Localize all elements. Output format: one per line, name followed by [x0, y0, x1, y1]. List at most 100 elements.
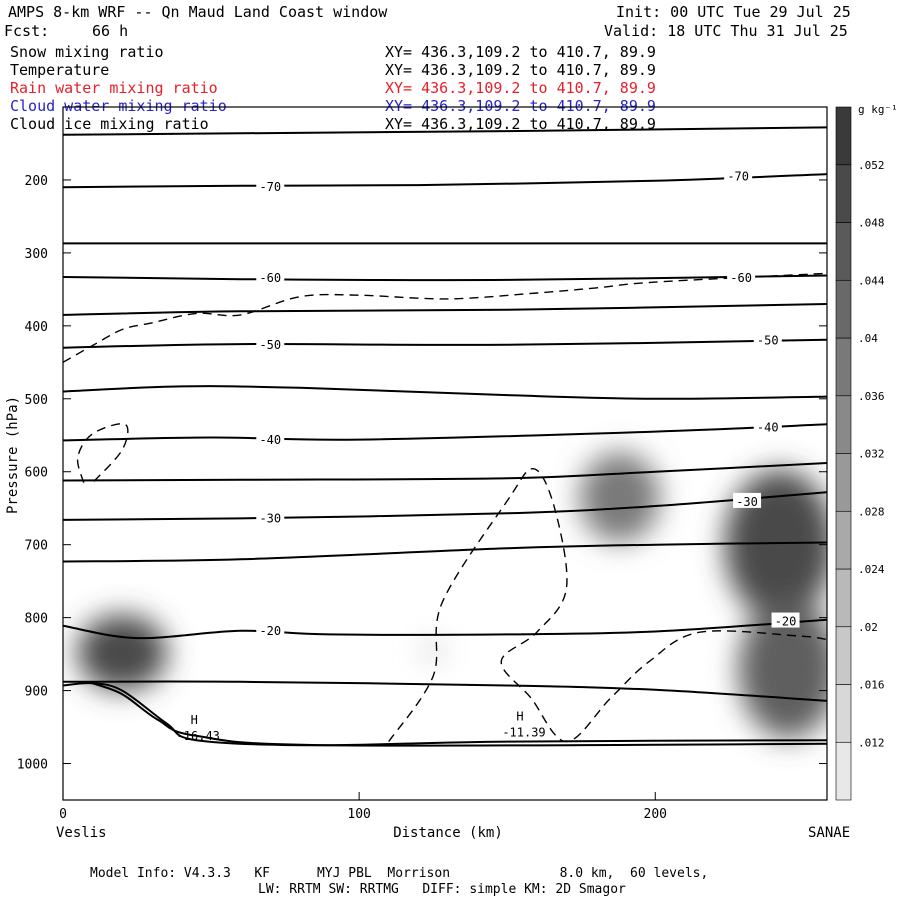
contour-label-bg	[256, 177, 285, 193]
shaded-region	[579, 452, 660, 543]
contour-label: -60	[259, 271, 281, 285]
x-tick-label: 100	[347, 807, 370, 822]
field-name: Cloud water mixing ratio	[10, 97, 227, 115]
contour-label: -70	[259, 180, 281, 194]
temperature-contour	[63, 338, 827, 349]
contour-label-bg	[256, 336, 285, 352]
temperature-contour	[63, 541, 827, 563]
temperature-contour	[63, 618, 827, 640]
field-name: Snow mixing ratio	[10, 43, 164, 61]
contour-label: -40	[757, 421, 779, 435]
model-info-line2: LW: RRTM SW: RRTMG DIFF: simple KM: 2D S…	[258, 882, 626, 897]
temperature-contour	[63, 491, 827, 521]
high-value: -11.39	[502, 725, 545, 739]
forecast-label: Fcst:	[4, 22, 50, 40]
y-tick-label: 400	[25, 320, 48, 335]
colorbar-segment	[835, 684, 852, 743]
x-axis-label: Distance (km)	[393, 825, 503, 841]
contour-label-bg	[256, 430, 285, 446]
contour-label: -60	[730, 271, 752, 285]
temperature-contour	[63, 462, 827, 482]
temperature-contour	[92, 682, 827, 747]
high-marker: H	[516, 709, 523, 723]
temperature-contour	[63, 126, 827, 136]
colorbar-tick-label: .024	[858, 563, 885, 576]
right-endpoint-label: SANAE	[808, 825, 850, 841]
contour-label-bg	[727, 268, 756, 284]
high-marker: H	[191, 713, 198, 727]
x-tick-label: 0	[59, 807, 67, 822]
temperature-contour	[63, 303, 827, 316]
contour-label: -40	[259, 433, 281, 447]
colorbar-segment	[835, 741, 852, 801]
chart-title: AMPS 8-km WRF -- Qn Maud Land Coast wind…	[8, 3, 388, 21]
field-name: Rain water mixing ratio	[10, 79, 218, 97]
valid-time: Valid: 18 UTC Thu 31 Jul 25	[604, 22, 848, 40]
colorbar-tick-label: .032	[858, 448, 885, 461]
colorbar-tick-label: .044	[858, 274, 885, 287]
colorbar-segment	[835, 106, 852, 166]
init-time: Init: 00 UTC Tue 29 Jul 25	[616, 3, 851, 21]
forecast-hour: 66 h	[92, 22, 129, 40]
contour-label-bg	[771, 612, 800, 628]
colorbar-tick-label: .028	[858, 505, 885, 518]
colorbar-segment	[835, 337, 852, 397]
contour-label-bg	[753, 418, 782, 434]
temperature-contour	[63, 385, 827, 400]
temperature-contour	[63, 423, 827, 442]
y-tick-label: 200	[25, 174, 48, 189]
y-axis-label: Pressure (hPa)	[5, 396, 21, 514]
colorbar-tick-label: .012	[858, 736, 885, 749]
contour-label-bg	[256, 509, 285, 525]
y-tick-label: 600	[25, 466, 48, 481]
contour-label: -50	[259, 338, 281, 352]
colorbar-segment	[835, 568, 852, 628]
shaded-region	[419, 638, 448, 663]
y-tick-label: 800	[25, 612, 48, 627]
y-tick-label: 1000	[17, 758, 48, 773]
field-xy: XY= 436.3,109.2 to 410.7, 89.9	[385, 79, 656, 97]
colorbar-tick-label: .04	[858, 332, 878, 345]
dashed-contour	[63, 272, 827, 363]
field-name: Temperature	[10, 61, 110, 79]
colorbar-segment	[835, 279, 852, 339]
colorbar-segment	[835, 164, 852, 223]
field-name: Cloud ice mixing ratio	[10, 115, 209, 133]
contour-label-bg	[733, 492, 762, 508]
field-xy: XY= 436.3,109.2 to 410.7, 89.9	[385, 61, 656, 79]
shaded-region	[77, 614, 168, 691]
field-xy: XY= 436.3,109.2 to 410.7, 89.9	[385, 97, 656, 115]
colorbar-segment	[835, 395, 852, 454]
contour-label: -20	[775, 615, 797, 629]
y-tick-label: 500	[25, 393, 48, 408]
y-tick-label: 700	[25, 539, 48, 554]
temperature-contour	[63, 680, 827, 702]
colorbar-tick-label: .052	[858, 159, 885, 172]
colorbar-segment	[835, 222, 852, 281]
contour-label-bg	[256, 268, 285, 284]
colorbar-tick-label: .036	[858, 390, 885, 403]
dashed-contour	[388, 468, 827, 743]
temperature-contour	[63, 682, 827, 747]
temperature-contour	[63, 274, 827, 282]
y-tick-label: 900	[25, 685, 48, 700]
colorbar-segment	[835, 453, 852, 512]
colorbar-unit: g kg⁻¹	[858, 103, 898, 116]
contour-label-bg	[724, 167, 753, 183]
contour-label: -70	[727, 170, 749, 184]
y-tick-label: 300	[25, 247, 48, 262]
field-xy: XY= 436.3,109.2 to 410.7, 89.9	[385, 43, 656, 61]
model-info-line1: Model Info: V4.3.3 KF MYJ PBL Morrison 8…	[90, 866, 709, 881]
contour-label: -20	[259, 624, 281, 638]
colorbar-tick-label: .048	[858, 217, 885, 230]
left-endpoint-label: Veslis	[56, 825, 107, 841]
colorbar-segment	[835, 510, 852, 570]
high-value: -16.43	[177, 729, 220, 743]
colorbar-segment	[835, 626, 852, 685]
contour-label-bg	[256, 622, 285, 638]
temperature-contour	[63, 173, 827, 189]
dashed-contour	[76, 423, 129, 484]
field-xy: XY= 436.3,109.2 to 410.7, 89.9	[385, 115, 656, 133]
contour-label-bg	[753, 331, 782, 347]
